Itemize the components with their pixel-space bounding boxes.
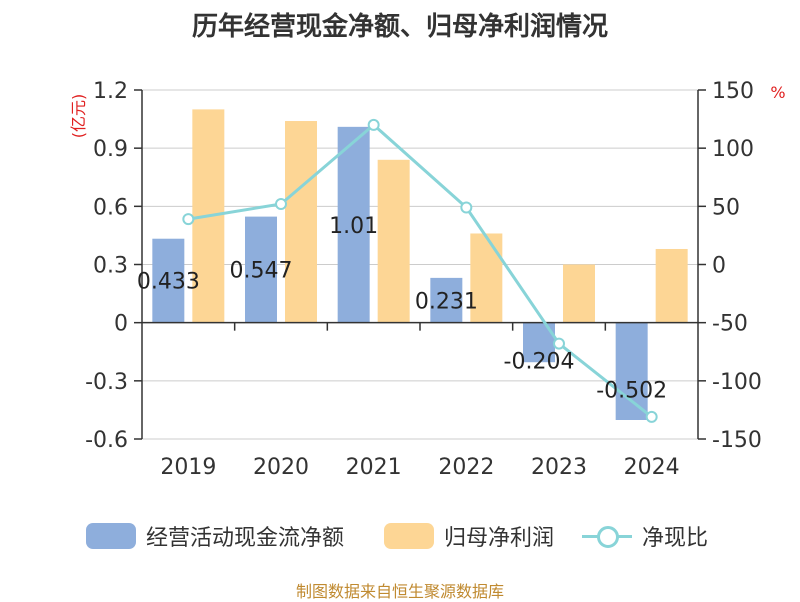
bar-cashflow <box>152 238 185 323</box>
left-axis-tick-label: 0.3 <box>93 254 128 279</box>
left-axis-tick-label: -0.6 <box>85 428 128 453</box>
chart-plot: 1.2 0.9 0.6 0.3 0 -0.3 -0.6 150 100 50 0 -50 -100 -15… <box>69 79 786 480</box>
chart-legend: 经营活动现金流净额 归母净利润 净现比 <box>0 516 800 556</box>
bar-cashflow <box>245 216 277 323</box>
x-axis-tick-label: 2023 <box>531 455 587 480</box>
right-axis-tick-label: 150 <box>712 79 754 104</box>
right-axis-tick-label: 100 <box>712 137 754 162</box>
bar-cashflow <box>430 277 463 323</box>
data-label-cashflow: -0.502 <box>596 378 667 403</box>
x-axis-tick-label: 2024 <box>624 455 680 480</box>
legend-label-cashflow: 经营活动现金流净额 <box>146 526 345 551</box>
point-cash-ratio <box>460 201 473 214</box>
legend-label-cash-ratio: 净现比 <box>642 526 709 551</box>
bar-net-profit <box>285 121 317 323</box>
left-axis-tick-label: 0.9 <box>93 137 128 162</box>
right-axis-tick-label: -100 <box>712 370 762 395</box>
right-axis-tick-label: 50 <box>712 195 740 220</box>
legend-swatch-cashflow <box>86 523 136 549</box>
point-cash-ratio <box>367 118 380 131</box>
x-axis-tick-label: 2020 <box>253 455 309 480</box>
bar-cashflow <box>337 126 370 323</box>
data-label-cashflow: -0.204 <box>504 349 575 374</box>
data-label-cashflow: 0.231 <box>415 289 478 314</box>
bar-net-profit <box>377 159 410 323</box>
right-axis-unit: % <box>770 83 785 102</box>
point-cash-ratio <box>275 198 287 211</box>
left-axis-tick-label: 0.6 <box>93 195 128 220</box>
right-axis-tick-label: -150 <box>712 428 762 453</box>
line-cash-ratio <box>188 122 653 419</box>
bar-cashflow <box>615 322 648 420</box>
right-axis-tick-label: 0 <box>712 254 726 279</box>
data-label-cashflow: 0.433 <box>137 270 200 295</box>
bar-net-profit <box>655 248 688 323</box>
right-axis-tick-label: -50 <box>712 312 748 337</box>
point-cash-ratio <box>645 410 658 423</box>
chart-title: 历年经营现金净额、归母净利润情况 <box>191 12 608 42</box>
left-axis-tick-label: -0.3 <box>85 370 128 395</box>
data-source-note: 制图数据来自恒生聚源数据库 <box>295 582 504 601</box>
x-axis-tick-label: 2019 <box>160 455 216 480</box>
left-axis-unit: (亿元) <box>69 94 88 139</box>
data-label-cashflow: 1.01 <box>329 214 378 239</box>
data-label-cashflow: 0.547 <box>230 259 293 284</box>
x-axis-tick-label: 2021 <box>346 455 402 480</box>
x-axis-tick-label: 2022 <box>438 455 494 480</box>
legend-label-net-profit: 归母净利润 <box>444 526 555 551</box>
legend-swatch-cash-ratio <box>582 523 632 549</box>
legend-swatch-net-profit <box>384 523 434 549</box>
legend-item-net-profit: 归母净利润 <box>384 516 554 556</box>
point-cash-ratio <box>553 337 565 350</box>
bar-net-profit <box>563 264 595 323</box>
left-axis-tick-label: 1.2 <box>93 79 128 104</box>
left-axis-tick-label: 0 <box>114 312 128 337</box>
point-cash-ratio <box>182 213 195 226</box>
legend-item-cash-ratio: 净现比 <box>582 516 708 556</box>
bar-net-profit <box>470 233 503 323</box>
legend-item-cashflow: 经营活动现金流净额 <box>86 516 344 556</box>
